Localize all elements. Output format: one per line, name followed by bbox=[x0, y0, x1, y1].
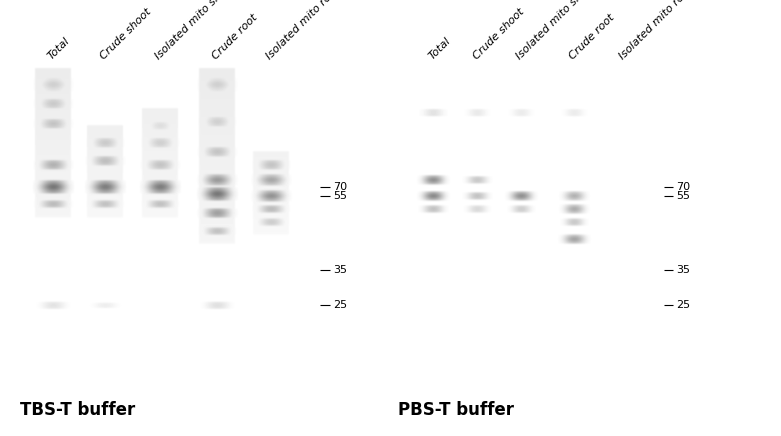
Text: TBS-T buffer: TBS-T buffer bbox=[20, 401, 135, 419]
Text: Isolated mito root: Isolated mito root bbox=[618, 0, 694, 61]
Text: Total: Total bbox=[426, 35, 452, 61]
Text: 35: 35 bbox=[333, 266, 347, 275]
Text: 35: 35 bbox=[676, 266, 690, 275]
Text: Isolated mito shoot: Isolated mito shoot bbox=[153, 0, 236, 61]
Text: 70: 70 bbox=[676, 183, 690, 192]
Text: Crude root: Crude root bbox=[567, 12, 616, 61]
Text: 55: 55 bbox=[333, 191, 347, 201]
Text: 70: 70 bbox=[333, 183, 347, 192]
Text: Crude shoot: Crude shoot bbox=[471, 6, 526, 61]
Text: Crude root: Crude root bbox=[210, 12, 259, 61]
Text: 25: 25 bbox=[333, 300, 347, 310]
Text: Isolated mito shoot: Isolated mito shoot bbox=[515, 0, 597, 61]
Text: Crude shoot: Crude shoot bbox=[98, 6, 153, 61]
Text: 55: 55 bbox=[676, 191, 690, 201]
Text: Total: Total bbox=[46, 35, 72, 61]
Text: PBS-T buffer: PBS-T buffer bbox=[398, 401, 515, 419]
Text: Isolated mito root: Isolated mito root bbox=[265, 0, 341, 61]
Text: 25: 25 bbox=[676, 300, 690, 310]
